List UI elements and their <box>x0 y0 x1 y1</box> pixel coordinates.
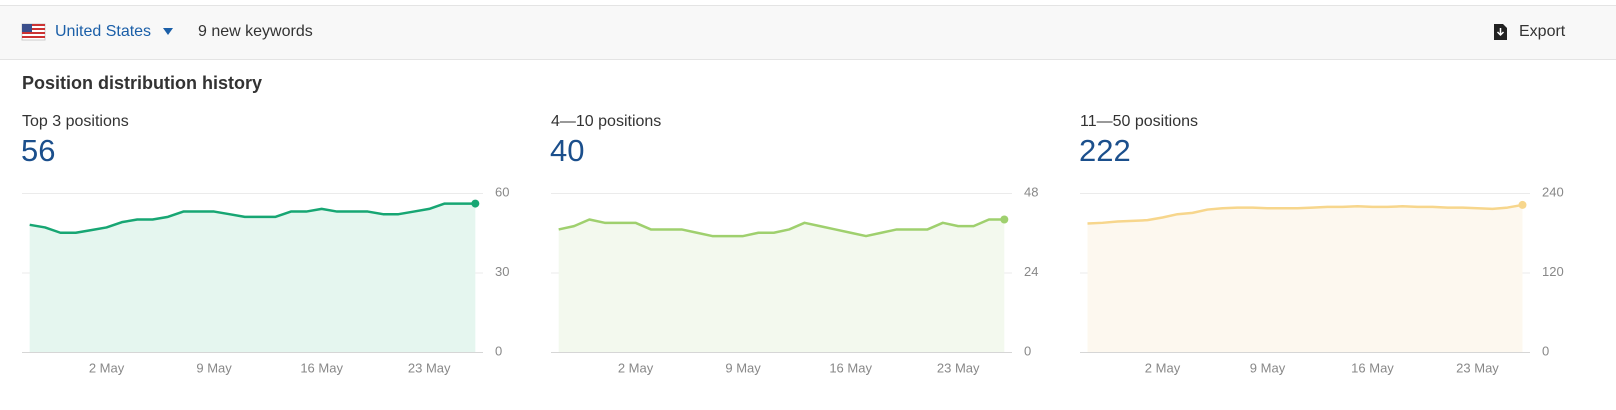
current-value: 222 <box>1079 133 1131 168</box>
area-fill <box>1087 204 1523 352</box>
last-point <box>1000 215 1009 224</box>
x-tick-label: 9 May <box>1250 360 1286 375</box>
chart-title: 4—10 positions <box>551 113 661 130</box>
x-tick-label: 16 May <box>1351 360 1394 375</box>
y-tick-label: 0 <box>1542 343 1549 358</box>
x-tick-label: 23 May <box>937 360 980 375</box>
last-point <box>1518 200 1527 209</box>
x-tick-label: 9 May <box>196 360 232 375</box>
new-keywords: 9 new keywords <box>198 23 313 40</box>
current-value: 40 <box>550 133 584 168</box>
chart-title: Top 3 positions <box>22 113 129 130</box>
x-tick-label: 16 May <box>300 360 343 375</box>
current-value: 56 <box>21 133 55 168</box>
y-tick-label: 0 <box>495 343 502 358</box>
x-tick-label: 9 May <box>725 360 761 375</box>
x-tick-label: 2 May <box>618 360 654 375</box>
y-tick-label: 0 <box>1024 343 1031 358</box>
y-tick-label: 120 <box>1542 264 1564 279</box>
y-tick-label: 48 <box>1024 184 1038 199</box>
line <box>29 202 476 234</box>
x-tick-label: 23 May <box>408 360 451 375</box>
area-fill <box>29 203 476 352</box>
y-tick-label: 60 <box>495 184 509 199</box>
toolbar <box>0 5 1616 59</box>
last-point <box>471 199 480 208</box>
x-tick-label: 2 May <box>89 360 125 375</box>
x-tick-label: 2 May <box>1145 360 1181 375</box>
x-tick-label: 23 May <box>1456 360 1499 375</box>
chart-title: 11—50 positions <box>1080 113 1198 130</box>
dropdown-caret[interactable] <box>163 28 173 35</box>
country-selector[interactable]: United States <box>55 23 151 40</box>
x-tick-label: 16 May <box>829 360 872 375</box>
y-tick-label: 240 <box>1542 184 1564 199</box>
y-tick-label: 30 <box>495 264 509 279</box>
y-tick-label: 24 <box>1024 264 1038 279</box>
flag-icon <box>21 23 46 41</box>
line <box>558 218 1005 238</box>
export-button[interactable]: Export <box>1519 23 1566 40</box>
section-title: Position distribution history <box>22 73 262 93</box>
line <box>1087 203 1523 225</box>
export-icon[interactable] <box>1494 24 1507 40</box>
area-fill <box>558 219 1005 352</box>
